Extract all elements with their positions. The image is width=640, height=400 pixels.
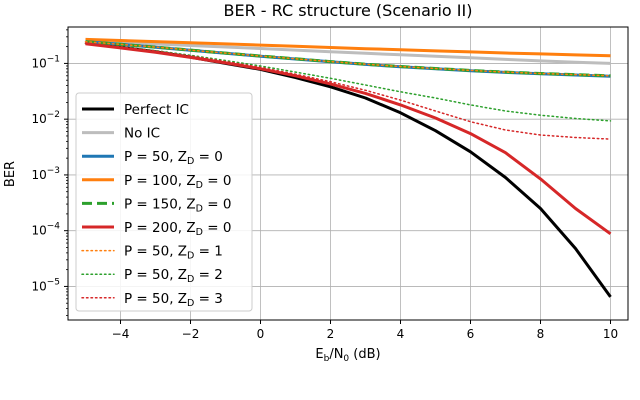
y-tick-label: 10−3 — [31, 166, 60, 182]
y-tick-label: 10−5 — [31, 277, 60, 293]
y-tick-label: 10−1 — [31, 54, 60, 70]
legend-item: P = 50, ZD = 0 — [82, 149, 223, 167]
series-line-9 — [84, 42, 612, 140]
x-label-e-sub: b — [324, 354, 330, 364]
y-tick-label: 10−2 — [31, 110, 60, 126]
plot-frame — [67, 26, 629, 321]
legend-label: P = 200, ZD = 0 — [124, 220, 231, 238]
y-tick-label: 10−4 — [31, 222, 60, 238]
x-tick-label: −4 — [112, 327, 130, 341]
legend-label: P = 50, ZD = 3 — [124, 291, 223, 309]
x-tick-label: −2 — [182, 327, 200, 341]
x-axis-label: Eb/N0 (dB) — [315, 347, 380, 364]
x-label-n-sub: 0 — [343, 354, 349, 364]
x-tick-label: 8 — [537, 327, 545, 341]
legend-item: P = 100, ZD = 0 — [82, 173, 231, 191]
legend-item: P = 50, ZD = 2 — [81, 267, 223, 285]
legend-label: P = 50, ZD = 1 — [124, 244, 223, 262]
y-axis-label: BER — [3, 161, 18, 187]
x-label-slash: /N — [329, 347, 343, 362]
series-line-8 — [84, 42, 612, 122]
legend-item: P = 200, ZD = 0 — [82, 220, 231, 238]
legend-item: No IC — [82, 126, 160, 142]
legend-item: P = 50, ZD = 3 — [81, 291, 223, 309]
x-tick-label: 0 — [257, 327, 265, 341]
legend-label: P = 150, ZD = 0 — [124, 196, 231, 214]
legend-item: P = 150, ZD = 0 — [82, 196, 231, 214]
legend-box — [75, 92, 253, 312]
series-line-4 — [85, 37, 611, 58]
legend: Perfect IC No IC P = 50, ZD = 0 P = 100, ZD… — [75, 92, 253, 312]
series-line-6 — [85, 42, 612, 236]
series-layer — [84, 37, 612, 298]
x-tick-label: 2 — [327, 327, 335, 341]
legend-label: Perfect IC — [124, 102, 189, 118]
legend-label: P = 100, ZD = 0 — [124, 173, 231, 191]
legend-item: Perfect IC — [82, 102, 189, 118]
series-line-7 — [84, 40, 612, 77]
chart-title: BER - RC structure (Scenario II) — [224, 1, 473, 20]
legend-item: P = 50, ZD = 1 — [81, 244, 223, 262]
x-label-e: E — [315, 347, 323, 362]
x-label-unit: (dB) — [349, 347, 380, 362]
legend-label: No IC — [124, 126, 160, 142]
x-tick-label: 6 — [467, 327, 475, 341]
legend-label: P = 50, ZD = 0 — [124, 149, 223, 167]
x-tick-label: 10 — [603, 327, 618, 341]
series-line-2 — [85, 39, 611, 65]
x-axis: −4 −2 0 2 4 6 8 10 — [112, 320, 618, 341]
x-tick-label: 4 — [397, 327, 405, 341]
legend-label: P = 50, ZD = 2 — [124, 267, 223, 285]
y-axis: 10−5 10−4 10−3 10−2 10−1 — [31, 29, 68, 316]
